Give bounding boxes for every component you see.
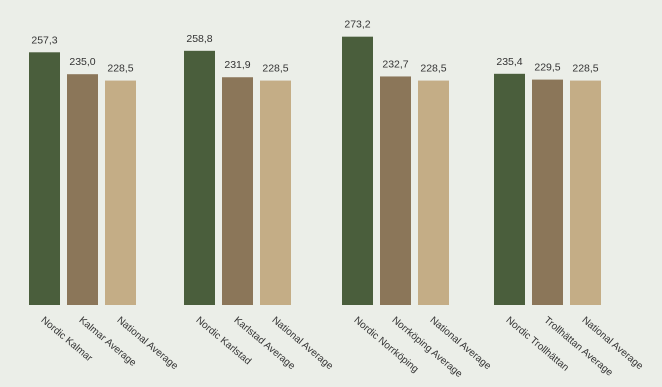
value-label-3-1: 273,2	[344, 19, 370, 31]
bar-2-1	[184, 50, 215, 306]
category-label-3-3: National Average	[428, 315, 494, 373]
value-label-1-1: 257,3	[31, 34, 57, 46]
value-label-4-1: 235,4	[496, 56, 522, 68]
bar-4-3	[570, 80, 601, 306]
value-label-3-2: 232,7	[382, 58, 408, 70]
bar-3-2	[380, 76, 411, 306]
category-label-1-3: National Average	[115, 315, 181, 373]
category-label-3-2: Norrköping Average	[390, 315, 465, 380]
value-label-3-3: 228,5	[420, 63, 446, 75]
bar-3-1	[342, 36, 373, 306]
category-label-4-2: Trollhättan Average	[542, 315, 615, 379]
bar-4-2	[532, 79, 563, 306]
bar-3-3	[418, 80, 449, 306]
value-label-2-2: 231,9	[224, 59, 250, 71]
value-label-2-3: 228,5	[262, 63, 288, 75]
bars-layer	[29, 36, 601, 306]
category-label-3-1: Nordic Norrköping	[352, 315, 421, 375]
category-label-2-3: National Average	[270, 315, 336, 373]
bar-1-3	[105, 80, 136, 306]
value-label-4-2: 229,5	[534, 62, 560, 74]
bar-2-3	[260, 80, 291, 306]
value-label-2-1: 258,8	[186, 33, 212, 45]
value-label-1-3: 228,5	[107, 63, 133, 75]
bar-2-2	[222, 77, 253, 305]
value-label-1-2: 235,0	[69, 56, 95, 68]
category-label-4-3: National Average	[580, 315, 646, 373]
value-label-4-3: 228,5	[572, 63, 598, 75]
value-labels-layer: 257,3 235,0 228,5 258,8 231,9 228,5 273,2 232,7…	[31, 19, 598, 75]
bar-1-2	[67, 74, 98, 305]
bar-4-1	[494, 73, 525, 305]
bar-1-1	[29, 52, 60, 305]
